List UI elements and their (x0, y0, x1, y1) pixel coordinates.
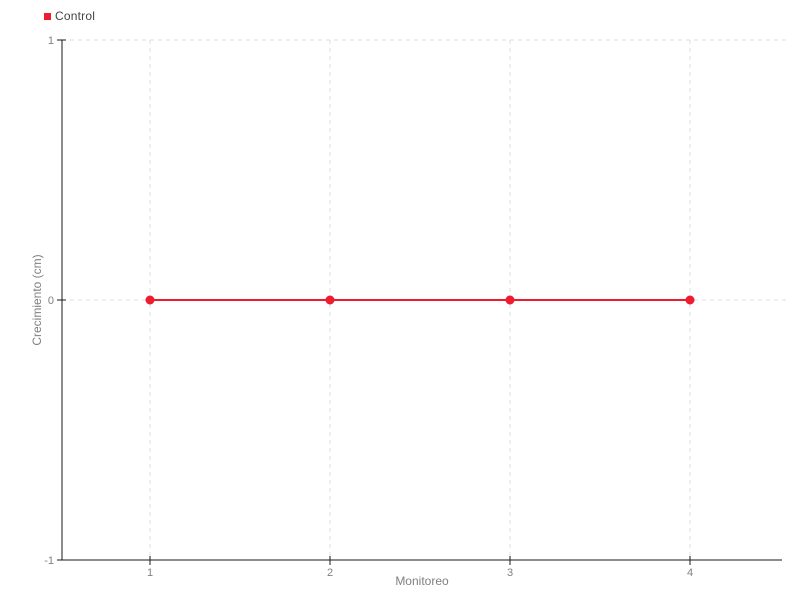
y-tick-label: -1 (44, 555, 54, 567)
x-tick-label: 1 (147, 567, 153, 579)
x-tick-label: 4 (687, 567, 693, 579)
data-point (505, 295, 515, 305)
data-point (145, 295, 155, 305)
y-tick-label: 0 (48, 295, 54, 307)
data-point (685, 295, 695, 305)
legend-item-control[interactable]: Control (44, 9, 95, 23)
legend-swatch-square-icon (44, 12, 51, 20)
data-point (325, 295, 335, 305)
x-axis-title: Monitoreo (395, 574, 449, 588)
legend-label: Control (55, 9, 96, 23)
y-axis-title: Crecimiento (cm) (30, 254, 44, 345)
y-tick-label: 1 (48, 35, 54, 47)
x-tick-label: 2 (327, 567, 333, 579)
x-tick-label: 3 (507, 567, 513, 579)
legend: Control (44, 9, 95, 23)
